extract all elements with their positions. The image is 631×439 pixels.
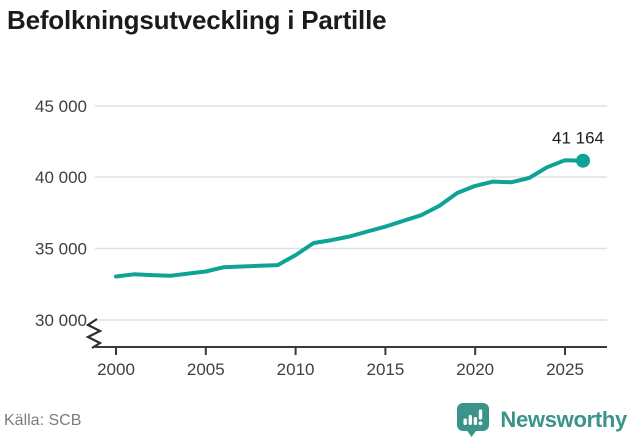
end-value-label: 41 164	[552, 129, 604, 148]
newsworthy-wordmark: Newsworthy	[500, 406, 627, 432]
x-axis-labels: 2000 2005 2010 2015 2020 2025	[97, 360, 584, 379]
y-axis-labels: 45 000 40 000 35 000 30 000	[35, 97, 87, 330]
x-tick-2025: 2025	[546, 360, 584, 379]
axis-break-icon	[85, 318, 103, 349]
source-note: Källa: SCB	[4, 412, 82, 429]
newsworthy-logo[interactable]: Newsworthy	[454, 401, 627, 438]
gridlines	[95, 105, 607, 321]
end-point-marker	[576, 153, 590, 168]
y-tick-45000: 45 000	[35, 97, 87, 116]
x-tick-2000: 2000	[97, 360, 135, 379]
page-title: Befolkningsutveckling i Partille	[7, 5, 387, 35]
population-line	[114, 158, 585, 279]
x-axis	[95, 346, 607, 355]
x-tick-2010: 2010	[277, 360, 315, 379]
newsworthy-bubble-icon	[457, 403, 490, 437]
y-tick-35000: 35 000	[35, 240, 87, 259]
x-tick-2020: 2020	[456, 360, 494, 379]
x-tick-2015: 2015	[366, 360, 404, 379]
y-tick-30000: 30 000	[35, 311, 87, 330]
x-tick-2005: 2005	[187, 360, 225, 379]
y-tick-40000: 40 000	[35, 168, 87, 187]
